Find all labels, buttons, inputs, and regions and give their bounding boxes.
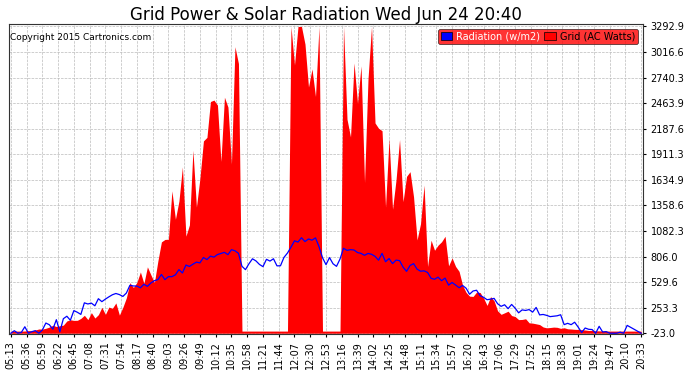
Title: Grid Power & Solar Radiation Wed Jun 24 20:40: Grid Power & Solar Radiation Wed Jun 24 … bbox=[130, 6, 522, 24]
Text: Copyright 2015 Cartronics.com: Copyright 2015 Cartronics.com bbox=[10, 33, 152, 42]
Legend: Radiation (w/m2), Grid (AC Watts): Radiation (w/m2), Grid (AC Watts) bbox=[438, 28, 638, 44]
